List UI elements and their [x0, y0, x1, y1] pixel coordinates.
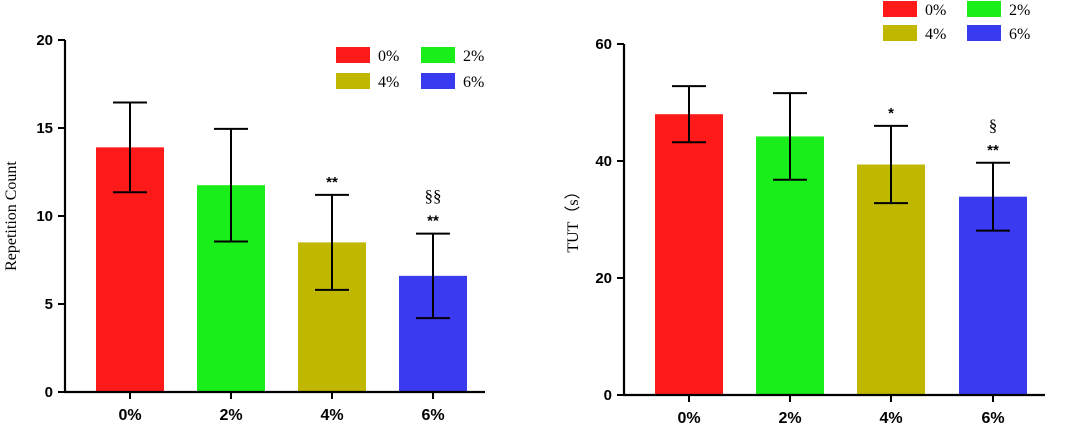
tut-chart: 0 20 40 60 0% 2% 4% 6% TUT（s） 0% 2% 4% 6% * § **: [564, 1, 1045, 427]
significance-marker: **: [987, 142, 999, 159]
y-tick-label: 60: [595, 36, 612, 53]
legend-item: 2%: [967, 1, 1030, 19]
legend-item: 4%: [883, 25, 946, 43]
y-tick-label: 40: [595, 153, 612, 170]
significance-marker: **: [427, 213, 439, 230]
y-tick-label: 5: [45, 296, 53, 313]
x-tick-label: 6%: [981, 410, 1004, 427]
legend-item: 2%: [421, 47, 484, 65]
legend-item: 6%: [967, 25, 1030, 43]
significance-marker: **: [326, 174, 338, 191]
significance-marker: *: [888, 105, 894, 122]
error-bar: [113, 101, 147, 194]
x-tick-label: 6%: [421, 407, 444, 424]
y-tick-label: 20: [36, 32, 53, 49]
legend-swatch: [421, 73, 455, 89]
legend-label: 4%: [925, 26, 946, 43]
error-bar: [773, 92, 807, 181]
legend-item: 6%: [421, 73, 484, 91]
significance-marker: §: [989, 116, 998, 135]
y-tick-label: 0: [604, 387, 612, 404]
error-bar: [214, 127, 248, 243]
legend-item: 4%: [336, 73, 399, 91]
legend-label: 2%: [463, 48, 484, 65]
legend-label: 4%: [378, 74, 399, 91]
legend-swatch: [883, 1, 917, 17]
error-bar: [874, 124, 908, 205]
error-bar: [416, 232, 450, 320]
legend-swatch: [967, 25, 1001, 41]
y-axis-title: TUT（s）: [564, 183, 582, 252]
legend: 0% 2% 4% 6%: [336, 47, 484, 91]
x-tick-label: 0%: [118, 407, 141, 424]
legend: 0% 2% 4% 6%: [883, 1, 1030, 43]
legend-swatch: [421, 47, 455, 63]
legend-label: 0%: [925, 2, 946, 19]
legend-item: 0%: [336, 47, 399, 65]
legend-label: 0%: [378, 48, 399, 65]
y-axis-title: Repetition Count: [3, 161, 20, 271]
legend-label: 6%: [463, 74, 484, 91]
legend-swatch: [967, 1, 1001, 17]
x-tick-label: 4%: [879, 410, 902, 427]
bar-0pct: [655, 114, 723, 395]
legend-swatch: [883, 25, 917, 41]
error-bar: [315, 193, 349, 291]
error-bar: [672, 85, 706, 144]
x-tick-label: 2%: [219, 407, 242, 424]
y-tick-label: 20: [595, 270, 612, 287]
repetition-count-chart: 0 5 10 15 20 0% 2% 4% 6% Repetition Count 0% 2% 4% 6%…: [3, 32, 485, 424]
y-tick-label: 0: [45, 384, 53, 401]
significance-marker: §§: [425, 187, 442, 206]
y-tick-label: 10: [36, 208, 53, 225]
x-tick-label: 0%: [677, 410, 700, 427]
y-tick-label: 15: [36, 120, 53, 137]
legend-swatch: [336, 73, 370, 89]
legend-label: 6%: [1009, 26, 1030, 43]
error-bar: [976, 161, 1010, 232]
x-tick-label: 4%: [320, 407, 343, 424]
legend-item: 0%: [883, 1, 946, 19]
legend-swatch: [336, 47, 370, 63]
legend-label: 2%: [1009, 2, 1030, 19]
x-tick-label: 2%: [778, 410, 801, 427]
